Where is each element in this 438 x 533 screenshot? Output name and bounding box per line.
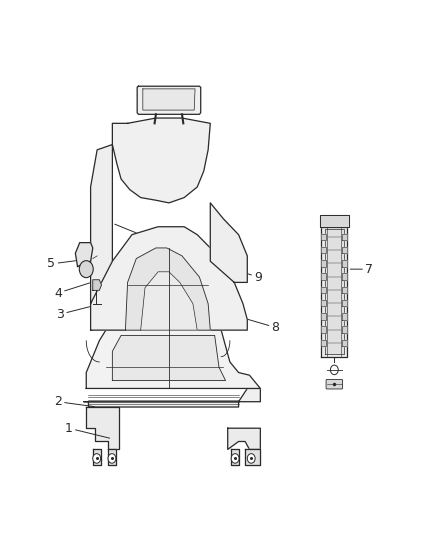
Polygon shape: [137, 86, 201, 114]
Polygon shape: [342, 313, 347, 319]
Polygon shape: [93, 280, 102, 290]
Text: 4: 4: [54, 278, 106, 300]
Polygon shape: [320, 215, 349, 227]
Polygon shape: [325, 229, 344, 354]
Polygon shape: [93, 449, 101, 465]
Circle shape: [330, 365, 338, 375]
Text: 7: 7: [350, 263, 373, 276]
Polygon shape: [321, 260, 326, 266]
Polygon shape: [91, 227, 247, 330]
Polygon shape: [342, 247, 347, 253]
Polygon shape: [75, 243, 93, 266]
Circle shape: [247, 454, 255, 463]
Text: 6: 6: [104, 215, 138, 233]
Polygon shape: [86, 407, 119, 449]
Polygon shape: [245, 449, 260, 465]
Polygon shape: [321, 227, 347, 357]
Polygon shape: [86, 330, 260, 389]
Text: 9: 9: [211, 262, 262, 284]
Polygon shape: [321, 233, 326, 240]
Polygon shape: [321, 287, 326, 293]
Circle shape: [108, 454, 116, 463]
Polygon shape: [342, 260, 347, 266]
Polygon shape: [342, 233, 347, 240]
Circle shape: [93, 454, 101, 463]
Text: 1: 1: [65, 422, 110, 438]
Polygon shape: [342, 287, 347, 293]
Polygon shape: [321, 340, 326, 346]
Polygon shape: [113, 335, 226, 381]
Polygon shape: [228, 428, 260, 449]
Polygon shape: [342, 300, 347, 306]
Polygon shape: [141, 272, 197, 330]
FancyBboxPatch shape: [326, 379, 343, 389]
Text: 8: 8: [224, 312, 279, 334]
Text: 3: 3: [56, 302, 110, 321]
Circle shape: [231, 454, 239, 463]
Polygon shape: [342, 273, 347, 280]
Polygon shape: [91, 144, 113, 304]
Polygon shape: [108, 449, 116, 465]
Polygon shape: [321, 273, 326, 280]
Polygon shape: [210, 203, 247, 282]
Polygon shape: [342, 326, 347, 333]
Polygon shape: [113, 118, 210, 203]
Circle shape: [79, 261, 93, 278]
Polygon shape: [321, 326, 326, 333]
Polygon shape: [143, 89, 195, 110]
Polygon shape: [321, 313, 326, 319]
Text: 5: 5: [47, 257, 90, 270]
Polygon shape: [342, 340, 347, 346]
Text: 2: 2: [54, 395, 94, 408]
Polygon shape: [84, 389, 260, 407]
Polygon shape: [231, 449, 239, 465]
Polygon shape: [321, 247, 326, 253]
Polygon shape: [321, 300, 326, 306]
Polygon shape: [125, 248, 210, 330]
